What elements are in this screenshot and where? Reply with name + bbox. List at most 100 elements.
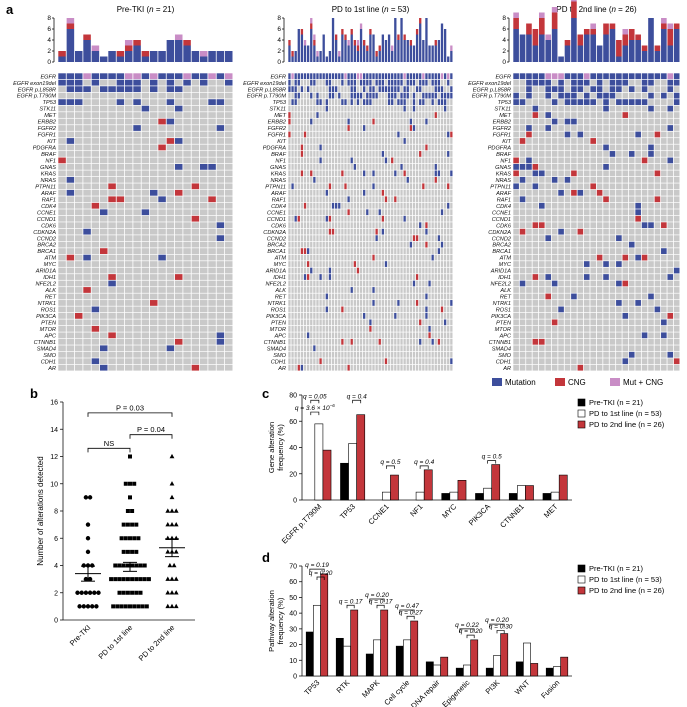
alteration-count-bar <box>434 45 437 62</box>
oncoprint-cell <box>419 351 422 358</box>
oncoprint-cell <box>378 202 381 209</box>
oncoprint-cell <box>366 280 369 287</box>
oncoprint-cell <box>673 202 680 209</box>
oncoprint-cell <box>673 267 680 274</box>
gene-label: MET <box>274 113 286 119</box>
oncoprint-cell <box>353 131 356 138</box>
oncoprint-cell <box>319 118 322 125</box>
alteration-count-bar <box>208 51 216 62</box>
oncoprint-cell <box>422 345 425 352</box>
oncoprint-cell <box>641 248 648 254</box>
oncoprint-cell <box>322 196 325 203</box>
oncoprint-cell <box>532 325 539 332</box>
gene-label: CCNE1 <box>267 210 286 216</box>
oncoprint-cell <box>347 92 350 99</box>
oncoprint-cell <box>378 345 381 352</box>
oncoprint-cell <box>391 131 394 138</box>
oncoprint-cell <box>208 280 216 287</box>
oncoprint-cell <box>609 202 616 209</box>
oncoprint-cell <box>372 112 375 118</box>
oncoprint-cell <box>422 267 425 274</box>
gene-label: KRAS <box>41 171 57 177</box>
oncoprint-cell <box>437 183 441 190</box>
oncoprint-cell <box>149 306 158 313</box>
oncoprint-cell <box>350 325 353 332</box>
oncoprint-cell <box>91 183 100 190</box>
alteration-count-bar <box>628 40 635 62</box>
oncoprint-cell <box>158 254 166 261</box>
alteration-count-bar <box>437 40 441 62</box>
oncoprint-cell <box>425 170 428 177</box>
oncoprint-cell <box>667 345 674 352</box>
oncoprint-cell <box>334 241 338 248</box>
oncoprint-cell <box>341 86 344 93</box>
oncoprint-cell <box>316 280 319 287</box>
oncoprint-cell <box>425 157 428 164</box>
oncoprint-cell <box>216 351 225 358</box>
oncoprint-cell <box>141 79 150 86</box>
oncoprint-cell <box>369 261 372 267</box>
oncoprint-cell <box>359 332 363 339</box>
oncoprint-cell <box>319 325 322 332</box>
oncoprint-cell <box>412 73 416 80</box>
oncoprint-cell <box>116 196 125 203</box>
oncoprint-cell <box>400 73 403 80</box>
oncoprint-cell <box>149 99 158 105</box>
oncoprint-cell <box>437 125 441 131</box>
oncoprint-cell <box>158 274 166 280</box>
oncoprint-cell <box>590 151 596 157</box>
oncoprint-cell <box>622 138 629 144</box>
oncoprint-cell <box>397 170 400 177</box>
oncoprint-cell <box>66 364 75 371</box>
gene-label: NTRK1 <box>493 301 511 307</box>
oncoprint-cell <box>428 118 431 125</box>
oncoprint-cell <box>331 138 335 144</box>
oncoprint-cell <box>99 364 108 371</box>
oncoprint-cell <box>387 228 391 235</box>
oncoprint-cell <box>353 364 356 371</box>
oncoprint-cell <box>526 73 532 80</box>
oncoprint-cell <box>108 118 116 125</box>
oncoprint-cell <box>654 241 661 248</box>
oncoprint-cell <box>654 183 661 190</box>
oncoprint-cell <box>403 144 406 151</box>
oncoprint-cell <box>141 319 150 326</box>
oncoprint-cell <box>224 79 233 86</box>
gene-label: EGFR p.T790M <box>247 94 287 100</box>
oncoprint-cell <box>108 312 116 319</box>
oncoprint-cell <box>519 319 526 326</box>
oncoprint-cell <box>641 105 648 112</box>
oncoprint-cell <box>538 261 545 267</box>
oncoprint-cell <box>622 118 629 125</box>
oncoprint-cell <box>628 222 635 229</box>
oncoprint-cell <box>297 306 300 313</box>
oncoprint-cell <box>609 92 616 99</box>
alteration-count-bar <box>331 18 335 62</box>
oncoprint-cell <box>558 332 564 339</box>
oncoprint-cell <box>141 86 150 93</box>
oncoprint-cell <box>328 183 332 190</box>
oncoprint-cell <box>590 202 596 209</box>
oncoprint-cell <box>124 79 133 86</box>
alteration-count-bar <box>422 40 425 62</box>
oncoprint-cell <box>654 73 661 80</box>
oncoprint-cell <box>313 351 316 358</box>
oncoprint-cell <box>344 125 347 131</box>
oncoprint-cell <box>415 209 419 216</box>
oncoprint-cell <box>334 163 338 170</box>
oncoprint-cell <box>415 319 419 326</box>
oncoprint-cell <box>341 351 344 358</box>
oncoprint-cell <box>628 312 635 319</box>
oncoprint-cell <box>443 99 447 105</box>
oncoprint-cell <box>91 112 100 118</box>
oncoprint-cell <box>551 151 558 157</box>
oncoprint-cell <box>58 196 66 203</box>
oncoprint-cell <box>325 99 328 105</box>
oncoprint-cell <box>538 163 545 170</box>
oncoprint-cell <box>583 202 590 209</box>
oncoprint-cell <box>372 293 375 300</box>
oncoprint-cell <box>603 280 609 287</box>
oncoprint-cell <box>564 254 571 261</box>
gene-label: RET <box>45 295 57 301</box>
